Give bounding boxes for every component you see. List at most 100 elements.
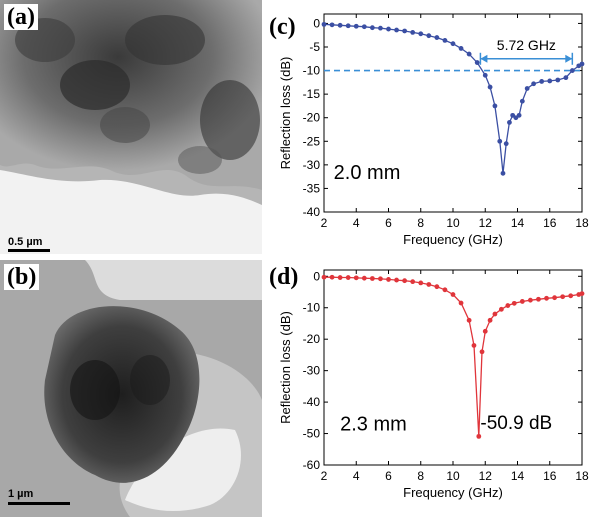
data-point xyxy=(426,282,432,287)
peak-label: -50.9 dB xyxy=(480,413,552,434)
x-tick-label: 12 xyxy=(479,216,493,230)
panel-label-a: (a) xyxy=(4,4,38,30)
data-point xyxy=(410,279,416,285)
data-point xyxy=(394,277,399,283)
data-point xyxy=(337,275,343,280)
data-point xyxy=(531,81,537,87)
data-point xyxy=(487,84,493,90)
x-tick-label: 18 xyxy=(575,469,589,483)
y-tick-label: -15 xyxy=(303,87,321,101)
data-point xyxy=(361,275,367,281)
data-point xyxy=(442,38,448,43)
data-point xyxy=(337,22,343,28)
data-point xyxy=(458,300,464,306)
data-point xyxy=(519,299,525,304)
bandwidth-arrowhead-left xyxy=(480,54,488,63)
data-point xyxy=(511,300,517,306)
data-point xyxy=(345,23,351,29)
x-tick-label: 6 xyxy=(385,216,392,230)
data-point xyxy=(329,22,335,28)
thickness-label: 2.3 mm xyxy=(340,413,407,435)
data-point xyxy=(487,317,493,323)
panel-label-b: (b) xyxy=(4,264,40,290)
x-tick-label: 2 xyxy=(321,216,328,230)
data-point xyxy=(516,112,522,118)
data-point xyxy=(369,25,375,31)
y-tick-label: -35 xyxy=(303,181,321,195)
x-tick-label: 14 xyxy=(511,216,525,230)
y-tick-label: -25 xyxy=(303,134,321,148)
series-line xyxy=(323,23,583,174)
y-tick-label: -5 xyxy=(309,40,320,54)
data-point xyxy=(386,26,391,32)
data-point xyxy=(569,68,575,73)
y-tick-label: -30 xyxy=(303,364,321,378)
data-point xyxy=(507,120,512,125)
data-point xyxy=(418,31,424,37)
data-point xyxy=(482,328,488,334)
data-point xyxy=(482,72,488,78)
data-point xyxy=(361,24,367,30)
data-point xyxy=(563,75,569,81)
data-point xyxy=(476,433,482,439)
reflection-loss-chart-d: 2 4 6 8 10 12 14 16 18 0 -10 -20 -30 -40 -50 -60 Frequen… xyxy=(278,269,589,500)
data-point xyxy=(386,277,391,282)
y-tick-label: 0 xyxy=(313,16,320,30)
panel-label-c: (c) xyxy=(269,14,296,40)
data-point xyxy=(505,303,511,308)
x-tick-label: 12 xyxy=(479,469,493,483)
y-tick-label: 0 xyxy=(313,269,320,283)
x-tick-label: 8 xyxy=(417,469,424,483)
data-point xyxy=(579,291,585,296)
x-tick-label: 10 xyxy=(446,216,460,230)
data-point xyxy=(552,295,557,301)
y-tick-label: -50 xyxy=(303,427,321,441)
data-point xyxy=(503,141,509,147)
data-point xyxy=(321,21,327,27)
data-point xyxy=(450,292,456,297)
data-point xyxy=(402,278,408,284)
data-point xyxy=(402,28,408,34)
tem-image-b xyxy=(0,260,262,517)
tem-micrograph-b xyxy=(0,260,262,517)
data-point xyxy=(500,170,506,176)
data-point xyxy=(321,274,327,280)
y-tick-label: -20 xyxy=(303,332,321,346)
x-tick-label: 14 xyxy=(511,469,525,483)
x-tick-label: 8 xyxy=(417,216,424,230)
data-point xyxy=(492,103,498,109)
data-point xyxy=(528,297,533,303)
data-point xyxy=(539,79,545,84)
data-point xyxy=(434,284,440,290)
y-tick-label: -10 xyxy=(303,64,321,78)
data-point xyxy=(524,86,530,91)
y-tick-label: -40 xyxy=(303,205,321,219)
data-point xyxy=(579,61,585,67)
data-point xyxy=(568,293,574,299)
data-point xyxy=(345,275,351,280)
x-tick-label: 2 xyxy=(321,469,328,483)
x-tick-label: 18 xyxy=(575,216,589,230)
x-tick-label: 16 xyxy=(543,469,557,483)
tem-image-a xyxy=(0,0,262,254)
data-point xyxy=(450,41,456,47)
data-point xyxy=(536,296,541,302)
x-tick-label: 6 xyxy=(385,469,392,483)
data-point xyxy=(497,138,503,144)
data-point xyxy=(353,275,359,281)
data-point xyxy=(471,343,477,348)
data-point xyxy=(474,60,480,65)
data-point xyxy=(466,317,472,323)
y-tick-label: -60 xyxy=(303,458,321,472)
y-tick-label: -30 xyxy=(303,158,321,172)
x-tick-label: 10 xyxy=(446,469,460,483)
data-point xyxy=(426,33,432,39)
scalebar-label-a: 0.5 µm xyxy=(8,236,43,248)
y-tick-label: -40 xyxy=(303,395,321,409)
data-point xyxy=(410,29,416,35)
scalebar-a xyxy=(8,249,50,252)
x-axis-label: Frequency (GHz) xyxy=(403,232,503,247)
data-point xyxy=(442,287,448,293)
data-point xyxy=(434,35,440,40)
x-tick-label: 16 xyxy=(543,216,557,230)
